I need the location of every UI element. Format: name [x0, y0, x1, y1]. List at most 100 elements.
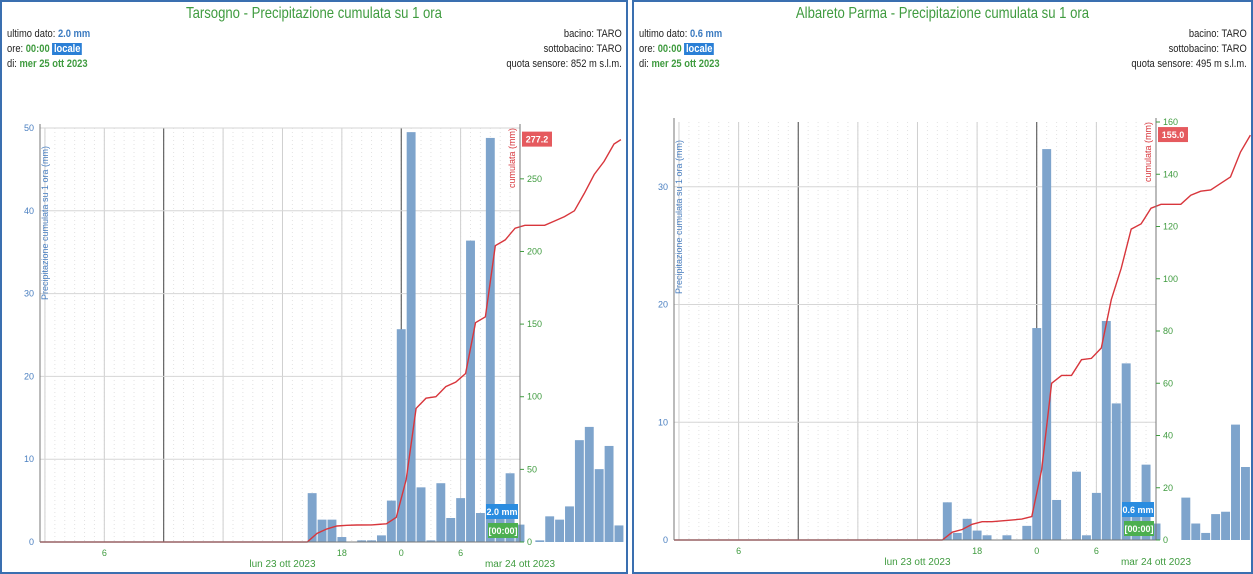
- sensor-altitude-text: quota sensore: 495 m s.l.m.: [1131, 58, 1247, 70]
- station-info-left: ultimo dato: 0.6 mm ore: 00:00 locale di…: [639, 27, 722, 72]
- x-date-label: lun 23 ott 2023: [884, 557, 951, 568]
- precipitation-chart: 0 10 20 30 40 50 0 50 100 150 200 250 6 18 0 6 lun 23 ot…: [24, 123, 624, 570]
- cumulative-line: [40, 139, 622, 543]
- precipitation-bar: [1032, 328, 1042, 540]
- x-date-label: lun 23 ott 2023: [249, 559, 316, 570]
- y2-tick-label: 40: [1163, 431, 1173, 441]
- last-value-badge: 2.0 mm: [486, 507, 517, 517]
- last-value-badge: 0.6 mm: [1122, 505, 1153, 515]
- y2-tick-label: 140: [1163, 169, 1178, 179]
- precipitation-bar: [416, 487, 426, 542]
- date-value: mer 25 ott 2023: [651, 58, 720, 70]
- station-info-right: bacino: TARO sottobacino: TARO quota sen…: [1132, 27, 1247, 72]
- basin-text: bacino: TARO: [1189, 28, 1247, 40]
- y2-tick-label: 80: [1163, 326, 1173, 336]
- y-tick-label: 20: [24, 371, 34, 381]
- precipitation-bar: [426, 540, 436, 542]
- precipitation-bar: [436, 483, 446, 542]
- precipitation-bar: [604, 445, 614, 542]
- time-zone-toggle[interactable]: locale: [684, 43, 715, 55]
- basin-text: bacino: TARO: [564, 28, 622, 40]
- sub-basin-text: sottobacino: TARO: [543, 43, 622, 55]
- y2-tick-label: 100: [527, 392, 542, 402]
- precipitation-bar: [475, 513, 485, 542]
- y2-tick-label: 120: [1163, 222, 1178, 232]
- y2-tick-label: 250: [527, 174, 542, 184]
- precipitation-bar: [1240, 466, 1250, 540]
- x-tick-label: 6: [736, 546, 741, 556]
- last-value-badge-bg: [1122, 502, 1154, 517]
- precipitation-bar: [1091, 492, 1101, 540]
- y2-tick-label: 150: [527, 319, 542, 329]
- last-time-badge-bg: [488, 523, 518, 538]
- y-tick-label: 10: [658, 417, 668, 427]
- precipitation-bar: [565, 506, 574, 542]
- y2-axis-title: cumulata (mm): [507, 128, 517, 188]
- precipitation-bar: [1221, 511, 1231, 540]
- precipitation-bar: [1231, 424, 1240, 540]
- precipitation-bar: [972, 530, 982, 540]
- time-zone-toggle[interactable]: locale: [52, 43, 83, 55]
- precipitation-bar: [1002, 535, 1012, 540]
- last-time-badge: [00:00]: [488, 526, 517, 536]
- precipitation-chart: 0 10 20 30 0 20 40 60 80 100 120 140 160 6 18 0 6 lun 23 …: [658, 117, 1251, 568]
- y-tick-label: 0: [29, 537, 34, 547]
- precipitation-bar: [545, 516, 555, 542]
- precipitation-bar: [406, 132, 416, 542]
- last-cumulative-badge-bg: [1158, 127, 1188, 143]
- precipitation-bar: [614, 525, 624, 542]
- precipitation-bar: [337, 537, 347, 542]
- x-tick-label: 18: [337, 548, 347, 558]
- y2-tick-label: 160: [1163, 117, 1178, 127]
- last-time-badge-bg: [1124, 521, 1154, 536]
- precipitation-bar: [1042, 149, 1052, 540]
- time-label: ore:: [639, 43, 656, 55]
- precipitation-bar: [367, 540, 376, 542]
- y2-axis-title: cumulata (mm): [1143, 122, 1153, 182]
- last-time-badge: [00:00]: [1124, 524, 1153, 534]
- last-cumulative-badge-bg: [522, 131, 552, 147]
- precipitation-bar: [376, 535, 386, 542]
- y2-tick-label: 0: [527, 537, 532, 547]
- precipitation-bar: [485, 137, 495, 542]
- sub-basin-text: sottobacino: TARO: [1168, 43, 1247, 55]
- y2-tick-label: 20: [1163, 483, 1173, 493]
- last-cumulative-badge: 155.0: [1162, 130, 1185, 140]
- y-tick-label: 50: [24, 123, 34, 133]
- precipitation-bar: [1052, 499, 1062, 540]
- chart-title: Tarsogno - Precipitazione cumulata su 1 …: [186, 5, 442, 22]
- sensor-altitude-text: quota sensore: 852 m s.l.m.: [506, 58, 622, 70]
- precipitation-bar: [1072, 471, 1081, 540]
- chart-panel-tarsogno: Tarsogno - Precipitazione cumulata su 1 …: [0, 0, 628, 574]
- last-data-label: ultimo dato:: [639, 28, 688, 40]
- x-tick-label: 18: [972, 546, 982, 556]
- precipitation-bar: [1022, 525, 1032, 540]
- chart-panel-albareto-parma: Albareto Parma - Precipitazione cumulata…: [632, 0, 1253, 574]
- y-tick-label: 0: [663, 535, 668, 545]
- precipitation-bar: [1211, 514, 1221, 540]
- x-tick-label: 6: [102, 548, 107, 558]
- precipitation-bar: [982, 535, 992, 540]
- precipitation-bar: [584, 426, 594, 542]
- y-tick-label: 30: [658, 182, 668, 192]
- precipitation-bar: [307, 493, 317, 542]
- precipitation-bar: [1081, 535, 1091, 540]
- precipitation-bar: [446, 517, 456, 542]
- cumulative-line: [674, 134, 1251, 541]
- x-tick-label: 0: [399, 548, 404, 558]
- date-value: mer 25 ott 2023: [19, 58, 88, 70]
- last-data-value: 0.6 mm: [689, 28, 723, 40]
- chart-title: Albareto Parma - Precipitazione cumulata…: [795, 5, 1090, 22]
- x-tick-label: 6: [458, 548, 463, 558]
- date-label: di:: [639, 58, 649, 70]
- time-label: ore:: [7, 43, 24, 55]
- precipitation-bar: [574, 440, 584, 542]
- last-cumulative-badge: 277.2: [526, 135, 549, 145]
- precipitation-bar: [1111, 403, 1121, 540]
- precipitation-bar: [535, 540, 545, 542]
- y-tick-label: 40: [24, 206, 34, 216]
- precipitation-bar: [1121, 363, 1131, 540]
- x-date-label: mar 24 ott 2023: [1121, 557, 1191, 568]
- station-info-left: ultimo dato: 2.0 mm ore: 00:00 locale di…: [7, 27, 90, 72]
- y-tick-label: 10: [24, 454, 34, 464]
